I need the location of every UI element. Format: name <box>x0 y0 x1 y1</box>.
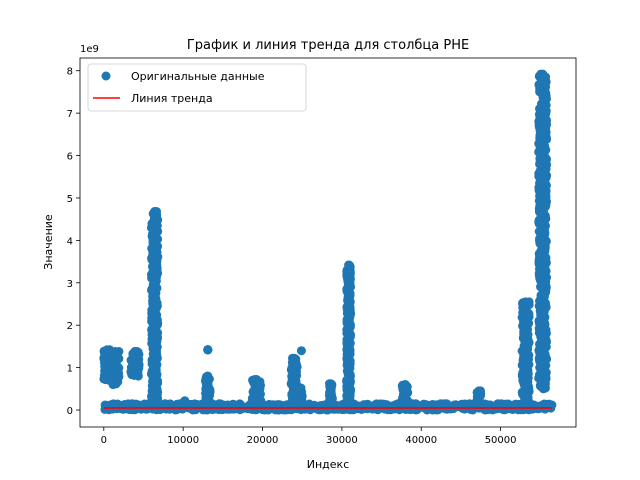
x-tick-label: 10000 <box>167 435 199 446</box>
data-point <box>150 207 160 216</box>
chart-title: График и линия тренда для столбца PHE <box>187 38 469 53</box>
data-point <box>538 69 548 79</box>
y-tick-label: 8 <box>67 67 73 78</box>
data-point <box>124 401 134 411</box>
data-point <box>372 399 382 409</box>
data-point <box>488 405 498 415</box>
data-point <box>252 375 262 384</box>
y-tick-label: 3 <box>67 279 73 290</box>
data-point <box>180 396 190 406</box>
y-tick-label: 5 <box>67 194 73 205</box>
y-axis-label: Значение <box>42 214 55 270</box>
legend-label-points: Оригинальные данные <box>131 70 265 83</box>
y-tick-label: 1 <box>67 364 73 375</box>
data-point <box>344 260 354 270</box>
y-tick-label: 0 <box>67 406 73 417</box>
x-tick-label: 30000 <box>326 435 358 446</box>
data-point <box>109 399 119 409</box>
data-point <box>160 399 170 409</box>
data-point <box>186 399 196 409</box>
y-tick-label: 7 <box>67 109 73 120</box>
data-point <box>533 401 543 411</box>
plot-frame <box>79 57 577 428</box>
y-tick-label: 2 <box>67 321 73 332</box>
y-tick-label: 6 <box>67 152 73 163</box>
data-point <box>391 402 401 412</box>
data-point <box>412 400 422 409</box>
data-point <box>326 379 336 389</box>
data-point <box>229 399 239 409</box>
x-axis: 0 10000 20000 30000 40000 50000 <box>101 427 517 446</box>
x-axis-label: Индекс <box>307 458 350 471</box>
x-tick-label: 20000 <box>247 435 279 446</box>
legend-box <box>87 63 307 112</box>
data-point <box>296 346 306 356</box>
data-point <box>110 347 120 356</box>
data-point <box>222 404 232 414</box>
data-point <box>455 401 465 411</box>
data-points <box>99 69 557 415</box>
data-point <box>130 347 140 356</box>
data-point <box>400 380 410 390</box>
legend-label-trend: Линия тренда <box>131 92 213 105</box>
x-tick-label: 0 <box>101 435 107 446</box>
y-tick-label: 4 <box>67 236 73 247</box>
data-point <box>521 297 531 307</box>
legend: Оригинальные данные Линия тренда <box>87 63 307 112</box>
data-point <box>203 371 213 381</box>
data-point <box>203 345 213 355</box>
data-point <box>289 353 299 363</box>
x-tick-label: 50000 <box>485 435 517 446</box>
data-point <box>474 386 484 396</box>
legend-marker-points <box>101 71 111 81</box>
x-tick-label: 40000 <box>405 435 437 446</box>
y-offset-label: 1e9 <box>80 44 99 55</box>
y-axis: 0 1 2 3 4 5 6 7 8 <box>67 67 80 417</box>
data-point <box>296 383 306 393</box>
